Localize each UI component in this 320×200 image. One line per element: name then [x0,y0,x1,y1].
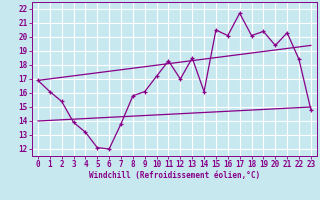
X-axis label: Windchill (Refroidissement éolien,°C): Windchill (Refroidissement éolien,°C) [89,171,260,180]
